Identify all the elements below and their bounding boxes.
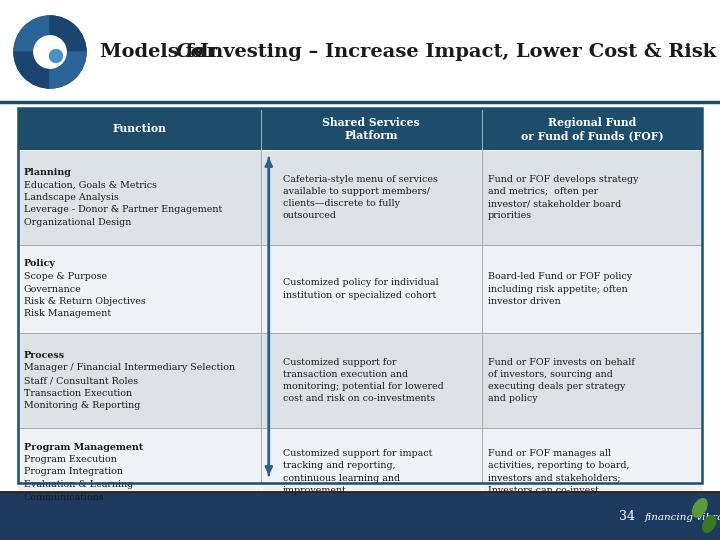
Text: Landscape Analysis: Landscape Analysis (24, 193, 119, 202)
Ellipse shape (693, 498, 707, 517)
Bar (18, 245, 261, 333)
Circle shape (34, 36, 66, 68)
Bar (261, 108, 482, 150)
Text: Policy: Policy (24, 260, 56, 268)
Text: Transaction Execution: Transaction Execution (24, 388, 132, 397)
Text: Risk Management: Risk Management (24, 309, 111, 319)
Text: 34: 34 (619, 510, 635, 523)
Text: Education, Goals & Metrics: Education, Goals & Metrics (24, 180, 157, 190)
Text: Customized support for impact
tracking and reporting,
continuous learning and
im: Customized support for impact tracking a… (283, 449, 432, 495)
Ellipse shape (703, 516, 716, 532)
Bar (482, 245, 702, 333)
Text: Co: Co (176, 43, 204, 61)
Text: Evaluation & Learning: Evaluation & Learning (24, 480, 133, 489)
Text: Staff / Consultant Roles: Staff / Consultant Roles (24, 376, 138, 385)
Text: Function: Function (112, 124, 166, 134)
Bar (261, 428, 482, 516)
Text: Planning: Planning (24, 168, 72, 177)
Text: Process: Process (24, 351, 65, 360)
Text: Fund or FOF manages all
activities, reporting to board,
investors and stakeholde: Fund or FOF manages all activities, repo… (487, 449, 629, 495)
Bar (261, 245, 482, 333)
Text: Cafeteria-style menu of services
available to support members/
clients—discrete : Cafeteria-style menu of services availab… (283, 175, 438, 220)
Text: -Investing – Increase Impact, Lower Cost & Risk: -Investing – Increase Impact, Lower Cost… (192, 43, 716, 61)
Text: Leverage - Donor & Partner Engagement: Leverage - Donor & Partner Engagement (24, 206, 222, 214)
FancyArrowPatch shape (266, 158, 272, 472)
Text: Board-led Fund or FOF policy
including risk appetite; often
investor driven: Board-led Fund or FOF policy including r… (487, 272, 632, 306)
Bar (18, 108, 702, 483)
Bar (0, 494, 720, 540)
Text: Models for: Models for (100, 43, 224, 61)
Bar (261, 150, 482, 245)
Text: Program Management: Program Management (24, 442, 143, 451)
Circle shape (14, 16, 86, 88)
Text: Organizational Design: Organizational Design (24, 218, 131, 227)
Text: Customized support for
transaction execution and
monitoring; potential for lower: Customized support for transaction execu… (283, 358, 444, 403)
Text: Scope & Purpose: Scope & Purpose (24, 272, 107, 281)
Bar (482, 333, 702, 428)
FancyArrowPatch shape (266, 160, 272, 475)
Text: Governance: Governance (24, 285, 82, 294)
Bar (18, 108, 261, 150)
Text: Fund or FOF invests on behalf
of investors, sourcing and
executing deals per str: Fund or FOF invests on behalf of investo… (487, 358, 634, 403)
Text: Customized policy for individual
institution or specialized cohort: Customized policy for individual institu… (283, 279, 438, 300)
Text: Regional Fund
or Fund of Funds (FOF): Regional Fund or Fund of Funds (FOF) (521, 117, 663, 141)
Wedge shape (14, 52, 50, 88)
Bar (482, 108, 702, 150)
Wedge shape (14, 16, 50, 52)
Bar (261, 333, 482, 428)
Text: Risk & Return Objectives: Risk & Return Objectives (24, 297, 145, 306)
Bar (482, 150, 702, 245)
Text: Program Execution: Program Execution (24, 455, 117, 464)
Text: Shared Services
Platform: Shared Services Platform (323, 117, 420, 141)
Text: Monitoring & Reporting: Monitoring & Reporting (24, 401, 140, 410)
Bar (18, 428, 261, 516)
Text: Communications: Communications (24, 492, 104, 502)
Text: Fund or FOF develops strategy
and metrics;  often per
investor/ stakeholder boar: Fund or FOF develops strategy and metric… (487, 175, 638, 220)
Wedge shape (50, 16, 86, 52)
Text: Manager / Financial Intermediary Selection: Manager / Financial Intermediary Selecti… (24, 363, 235, 373)
Bar (18, 333, 261, 428)
Text: Program Integration: Program Integration (24, 468, 123, 476)
Circle shape (50, 50, 63, 63)
Text: financing vibrant communities: financing vibrant communities (644, 512, 720, 522)
Bar (482, 428, 702, 516)
Bar (18, 150, 261, 245)
Wedge shape (50, 52, 86, 88)
